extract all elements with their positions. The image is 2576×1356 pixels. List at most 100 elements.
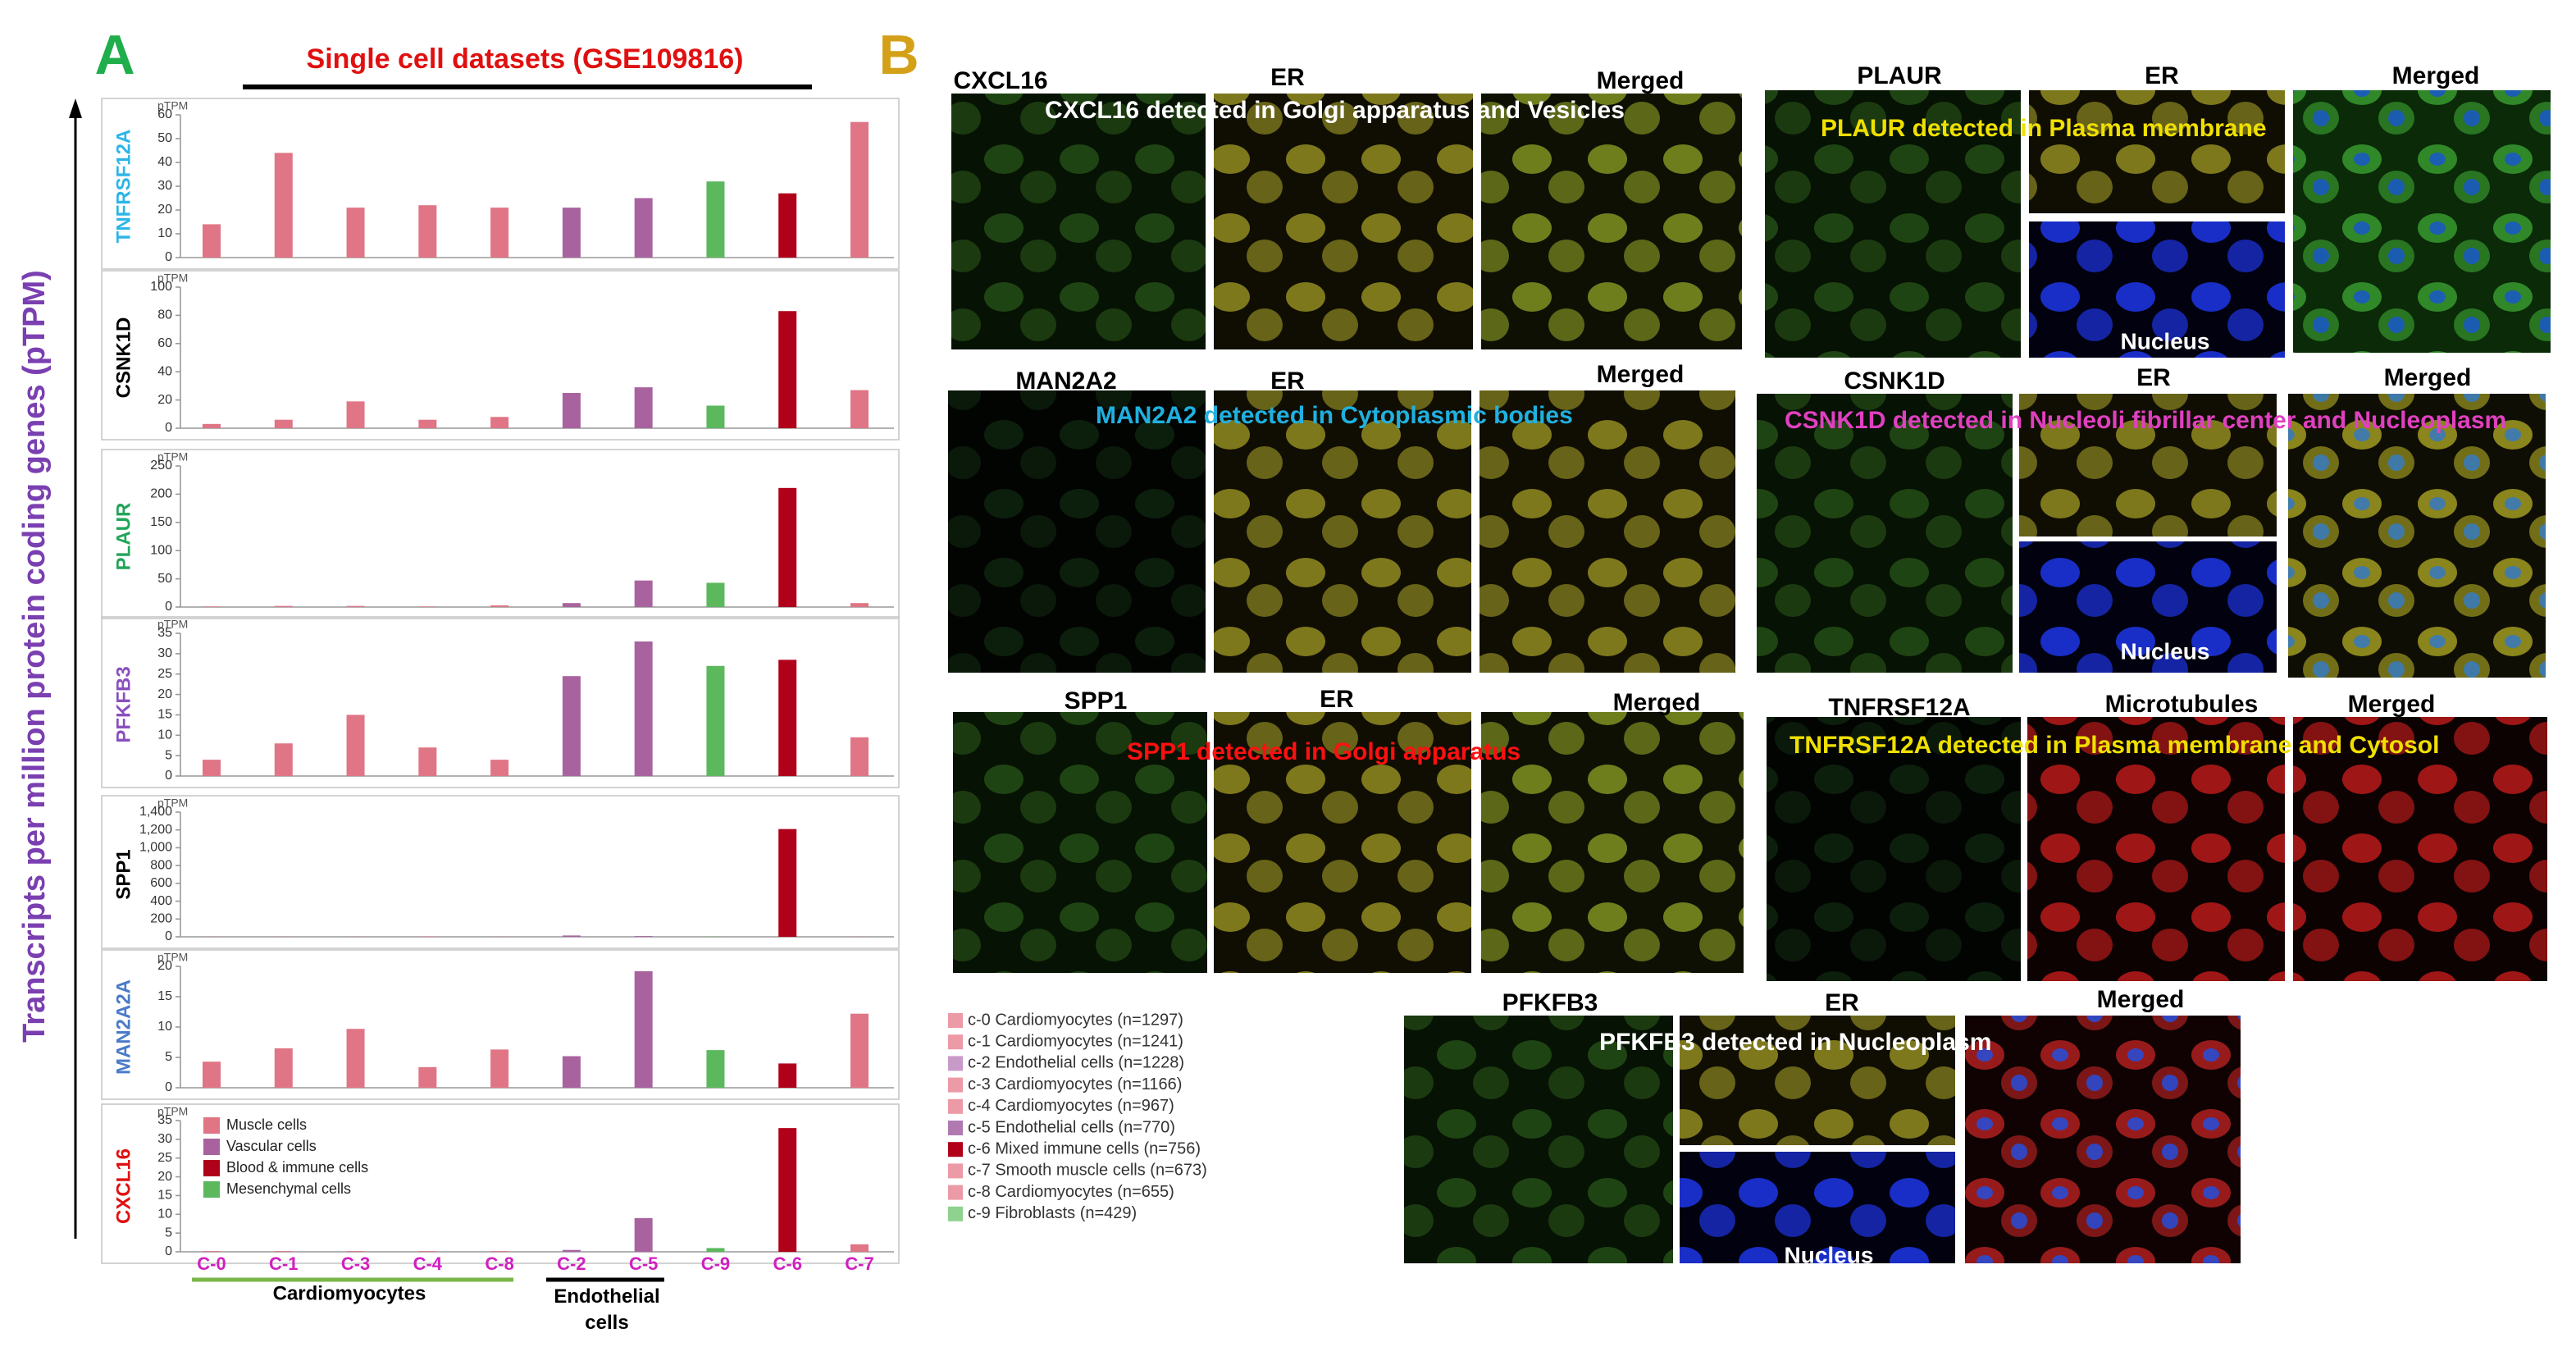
y-tick-label: 0 <box>165 250 172 264</box>
y-tick-label: 1,000 <box>139 841 172 855</box>
unit-label: pTPM <box>157 1105 188 1118</box>
micrograph <box>1757 394 2013 673</box>
bar <box>490 760 509 776</box>
bar <box>203 606 221 607</box>
gene-label: PLAUR <box>112 503 134 571</box>
micrograph <box>1765 90 2021 358</box>
bar <box>562 1249 581 1252</box>
image-caption: CSNK1D detected in Nucleoli fibrillar ce… <box>1785 407 2507 435</box>
bar <box>346 605 365 607</box>
y-tick-label: 20 <box>157 203 172 217</box>
nucleus-label: Nucleus <box>2121 638 2210 664</box>
bar <box>346 715 365 776</box>
cluster-swatch <box>948 1056 963 1071</box>
channel-label: Merged <box>1613 689 1701 716</box>
x-tick-label: C-1 <box>269 1253 298 1274</box>
bar <box>490 1049 509 1088</box>
channel-label: ER <box>1270 64 1305 91</box>
panel-frame <box>101 949 900 1100</box>
cluster-label: c-3 Cardiomyocytes (n=1166) <box>968 1075 1182 1093</box>
cluster-label: c-9 Fibroblasts (n=429) <box>968 1204 1137 1222</box>
micrograph <box>1214 712 1471 973</box>
micrograph <box>1214 94 1473 349</box>
y-tick-label: 0 <box>165 421 172 435</box>
cluster-swatch <box>948 1206 963 1221</box>
gene-label: CSNK1D <box>112 317 134 399</box>
channel-label: MAN2A2 <box>1015 368 1116 395</box>
y-tick-label: 0 <box>165 769 172 783</box>
x-tick-label: C-7 <box>845 1253 873 1274</box>
chart-title: Single cell datasets (GSE109816) <box>307 43 744 75</box>
micrograph <box>1680 1152 1955 1263</box>
cluster-swatch <box>948 1013 963 1028</box>
y-tick-label: 10 <box>157 1208 172 1221</box>
image-caption-box: CXCL16 detected in Golgi apparatus and V… <box>1045 97 1625 125</box>
nucleus-label: Nucleus <box>1785 1242 1874 1267</box>
channel-label: CXCL16 <box>953 67 1047 94</box>
y-tick-label: 60 <box>157 107 172 121</box>
bar <box>634 936 653 937</box>
bar <box>490 605 509 607</box>
bar <box>634 198 653 258</box>
x-tick-label: C-6 <box>773 1253 801 1274</box>
channel-label: SPP1 <box>1065 687 1128 715</box>
panel-letter: A <box>94 24 134 86</box>
unit-label: pTPM <box>157 797 188 810</box>
y-tick-label: 50 <box>157 572 172 586</box>
unit-label: pTPM <box>157 951 188 964</box>
x-tick-label: C-9 <box>701 1253 730 1274</box>
y-tick-label: 0 <box>165 1080 172 1094</box>
x-tick-label: C-4 <box>413 1253 443 1274</box>
panel-frame <box>101 98 900 270</box>
y-tick-label: 150 <box>150 515 172 529</box>
x-tick-label: C-0 <box>197 1253 226 1274</box>
gene-label: SPP1 <box>112 849 134 899</box>
y-tick-label: 5 <box>165 748 172 762</box>
channel-label: TNFRSF12A <box>1828 694 1970 721</box>
panel-letter: B <box>878 24 919 86</box>
micrograph <box>1481 712 1744 973</box>
y-tick-label: 10 <box>157 1020 172 1034</box>
cluster-label: c-8 Cardiomyocytes (n=655) <box>968 1183 1174 1201</box>
legend-label: Mesenchymal cells <box>226 1180 351 1197</box>
micrograph <box>1767 717 2021 981</box>
micrograph <box>2293 717 2547 981</box>
bar <box>778 1128 797 1252</box>
y-tick-label: 200 <box>150 912 172 926</box>
cluster-swatch <box>948 1142 963 1157</box>
unit-label: pTPM <box>157 99 188 112</box>
y-tick-label: 30 <box>157 646 172 660</box>
bar <box>634 580 653 607</box>
bar <box>850 737 869 776</box>
y-tick-label: 100 <box>150 280 172 294</box>
cluster-swatch <box>948 1098 963 1114</box>
y-tick-label: 15 <box>157 989 172 1003</box>
micrograph <box>2293 90 2551 353</box>
micrograph <box>2029 221 2285 358</box>
micrograph <box>951 94 1206 349</box>
micrograph <box>2288 394 2546 678</box>
bar <box>634 970 653 1088</box>
image-caption-box: TNFRSF12A detected in Plasma membrane an… <box>1790 732 2439 760</box>
y-axis-label: Transcripts per million protein coding g… <box>17 270 52 1043</box>
panel-frame <box>101 270 900 441</box>
micrograph <box>2019 394 2277 536</box>
cluster-swatch <box>948 1185 963 1200</box>
cluster-label: c-7 Smooth muscle cells (n=673) <box>968 1162 1207 1180</box>
panel-frame <box>101 1103 900 1264</box>
bar <box>706 405 725 428</box>
y-tick-label: 50 <box>157 131 172 145</box>
gene-label: CXCL16 <box>112 1148 134 1224</box>
legend-swatch <box>203 1181 220 1198</box>
y-tick-label: 40 <box>157 155 172 169</box>
channel-label: PFKFB3 <box>1502 989 1598 1016</box>
channel-label: Merged <box>2384 364 2472 391</box>
legend-label: Muscle cells <box>226 1116 307 1133</box>
unit-label: pTPM <box>157 272 188 285</box>
unit-label: pTPM <box>157 450 188 463</box>
bar <box>778 193 797 258</box>
channel-label: CSNK1D <box>1844 368 1945 395</box>
y-tick-label: 15 <box>157 708 172 722</box>
micrograph <box>948 390 1206 673</box>
x-tick-label: C-3 <box>341 1253 370 1274</box>
